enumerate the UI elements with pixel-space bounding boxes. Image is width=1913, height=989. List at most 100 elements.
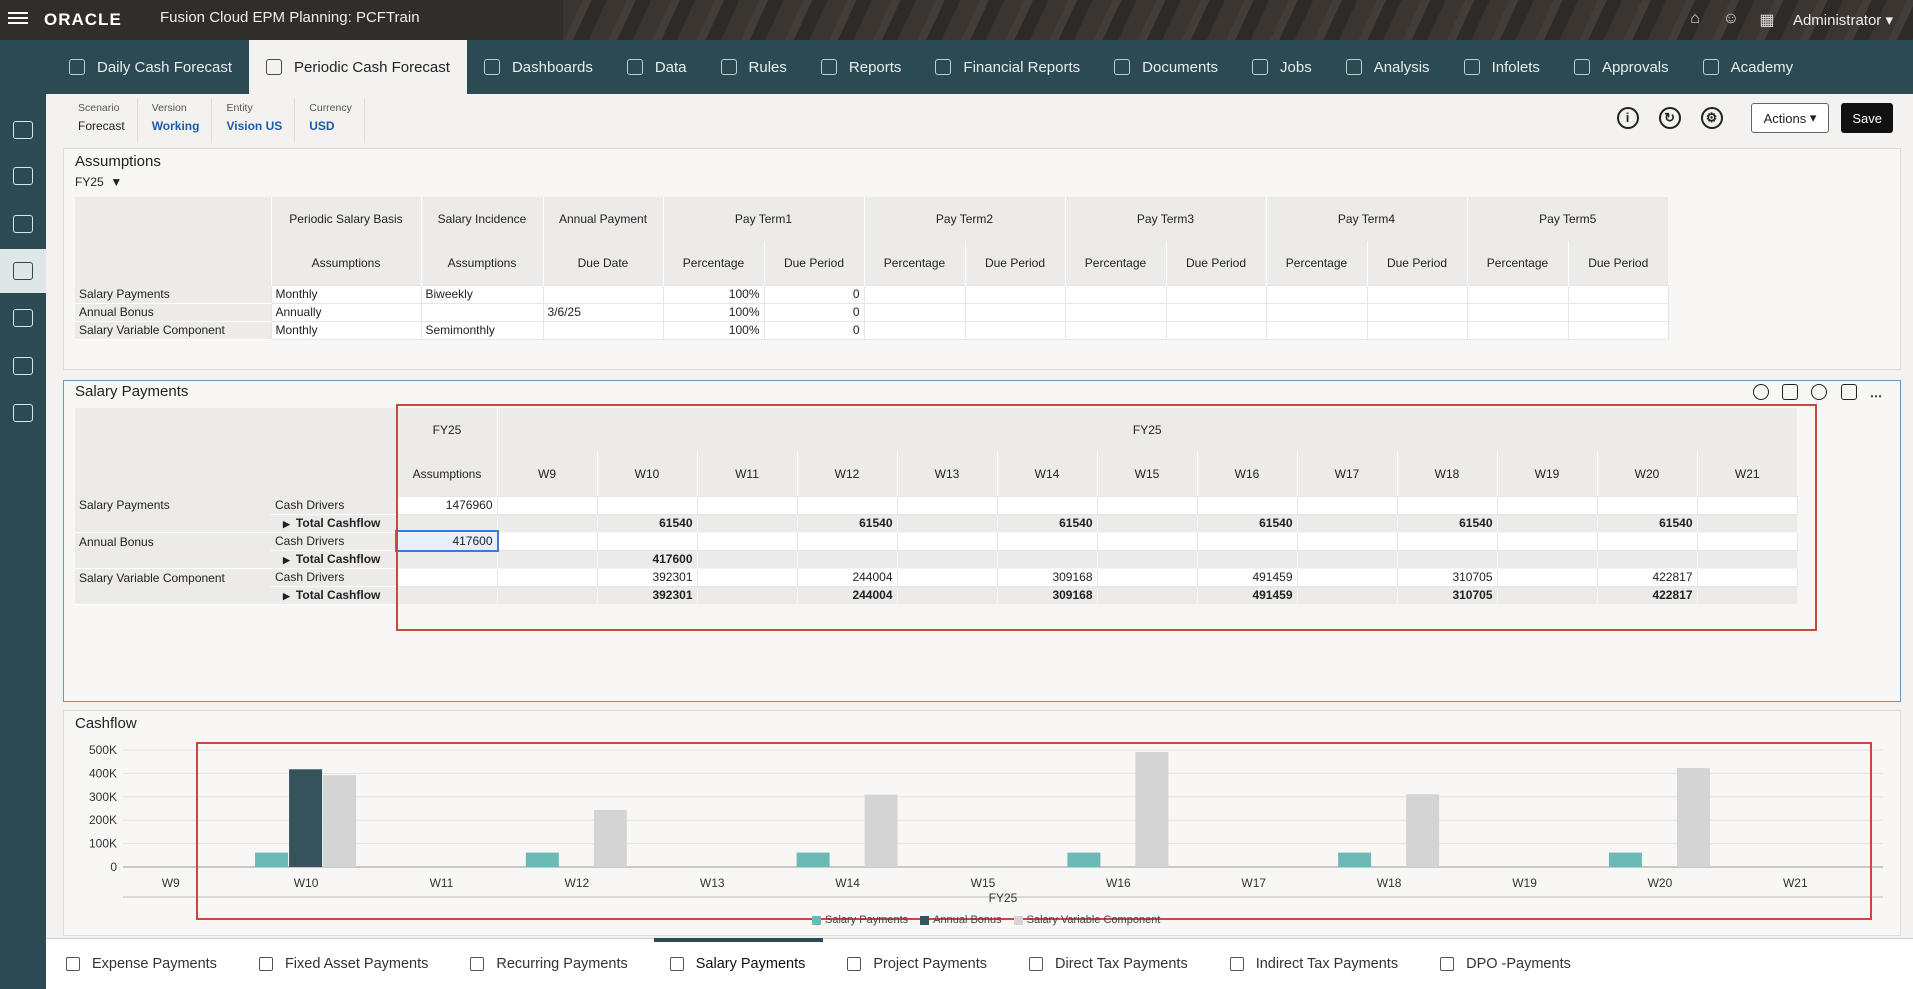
- grid-cell[interactable]: [1466, 302, 1569, 322]
- bar-salary-payments[interactable]: [1067, 852, 1101, 867]
- grid-cell[interactable]: [542, 284, 664, 304]
- bar-salary-payments[interactable]: [1338, 852, 1372, 867]
- bar-salary-variable-component[interactable]: [593, 809, 627, 867]
- accessibility-icon[interactable]: ☺: [1722, 10, 1740, 27]
- grid-cell[interactable]: [496, 495, 598, 515]
- total-cashflow-label[interactable]: ▶ Total Cashflow: [271, 550, 397, 569]
- grid-cell[interactable]: [863, 320, 966, 340]
- rail-grid-icon[interactable]: [0, 344, 46, 388]
- bar-salary-payments[interactable]: [1608, 852, 1642, 867]
- grid-cell[interactable]: [1496, 495, 1598, 515]
- grid-cell[interactable]: [1296, 567, 1398, 587]
- grid-cell[interactable]: 309168: [996, 567, 1098, 587]
- tab-dashboards[interactable]: Dashboards: [467, 40, 610, 94]
- grid-cell[interactable]: 310705: [1396, 567, 1498, 587]
- tab-documents[interactable]: Documents: [1097, 40, 1235, 94]
- grid-cell[interactable]: [1096, 531, 1198, 551]
- rail-chart-icon[interactable]: [0, 154, 46, 198]
- grid-cell[interactable]: 100%: [662, 302, 765, 322]
- bar-salary-payments[interactable]: [525, 852, 559, 867]
- bottom-tab-project-payments[interactable]: Project Payments: [827, 939, 1009, 989]
- grid-cell[interactable]: 0: [763, 320, 865, 340]
- grid-cell[interactable]: [542, 320, 664, 340]
- expand-icon[interactable]: ▶: [283, 519, 290, 529]
- legend-item[interactable]: Salary Variable Component: [1013, 914, 1160, 926]
- menu-icon[interactable]: [8, 9, 28, 27]
- bottom-tab-salary-payments[interactable]: Salary Payments: [650, 938, 828, 989]
- pov-currency[interactable]: Currency USD: [295, 98, 365, 143]
- tab-infolets[interactable]: Infolets: [1447, 40, 1557, 94]
- grid-cell[interactable]: [896, 495, 998, 515]
- bar-annual-bonus[interactable]: [289, 769, 323, 867]
- home-icon[interactable]: ⌂: [1690, 10, 1700, 27]
- settings-icon[interactable]: ⚙: [1700, 107, 1723, 129]
- grid-cell[interactable]: [1496, 531, 1598, 551]
- grid-cell[interactable]: [1496, 567, 1598, 587]
- grid-cell[interactable]: [1265, 284, 1368, 304]
- expand-icon[interactable]: ▶: [283, 555, 290, 565]
- pov-scenario[interactable]: Scenario Forecast: [64, 98, 138, 143]
- bottom-tab-expense-payments[interactable]: Expense Payments: [46, 939, 239, 989]
- grid-cell[interactable]: [863, 284, 966, 304]
- tab-daily-cash-forecast[interactable]: Daily Cash Forecast: [52, 40, 249, 94]
- grid-cell[interactable]: [964, 302, 1066, 322]
- total-cashflow-label[interactable]: ▶ Total Cashflow: [271, 514, 397, 533]
- info-icon[interactable]: i: [1616, 107, 1639, 129]
- grid-cell[interactable]: [964, 320, 1066, 340]
- bar-salary-variable-component[interactable]: [323, 775, 357, 867]
- grid-cell[interactable]: 0: [763, 302, 865, 322]
- pov-entity[interactable]: Entity Vision US: [212, 98, 296, 143]
- grid-cell[interactable]: [496, 531, 598, 551]
- grid-cell[interactable]: [1567, 302, 1669, 322]
- grid-cell[interactable]: 491459: [1196, 567, 1298, 587]
- panel-info-icon[interactable]: [1752, 384, 1769, 400]
- more-icon[interactable]: ⋯: [1870, 389, 1882, 403]
- grid-cell[interactable]: [1064, 320, 1167, 340]
- bottom-tab-fixed-asset-payments[interactable]: Fixed Asset Payments: [239, 939, 450, 989]
- grid-cell[interactable]: [1396, 531, 1498, 551]
- grid-cell[interactable]: [996, 531, 1098, 551]
- actions-button[interactable]: Actions ▾: [1750, 103, 1830, 133]
- grid-cell[interactable]: [896, 567, 998, 587]
- bottom-tab-recurring-payments[interactable]: Recurring Payments: [450, 939, 649, 989]
- grid-cell[interactable]: [996, 495, 1098, 515]
- grid-cell[interactable]: [1466, 320, 1569, 340]
- bar-salary-variable-component[interactable]: [1676, 768, 1710, 867]
- grid-cell[interactable]: [1696, 567, 1798, 587]
- bar-salary-variable-component[interactable]: [1135, 751, 1169, 867]
- grid-cell[interactable]: [1096, 567, 1198, 587]
- grid-cell[interactable]: [1296, 495, 1398, 515]
- grid-cell[interactable]: [1165, 302, 1267, 322]
- grid-cell[interactable]: [696, 567, 798, 587]
- grid-cell[interactable]: [1466, 284, 1569, 304]
- grid-cell[interactable]: [796, 531, 898, 551]
- total-cashflow-label[interactable]: ▶ Total Cashflow: [271, 586, 397, 605]
- user-menu[interactable]: Administrator ▾: [1792, 12, 1893, 29]
- tab-data[interactable]: Data: [610, 40, 704, 94]
- save-button[interactable]: Save: [1841, 103, 1893, 133]
- grid-cell[interactable]: [696, 531, 798, 551]
- grid-cell[interactable]: [1396, 495, 1498, 515]
- refresh-icon[interactable]: ↻: [1658, 107, 1681, 129]
- grid-cell[interactable]: Semimonthly: [420, 320, 544, 340]
- grid-cell[interactable]: Monthly: [270, 284, 422, 304]
- bar-salary-payments[interactable]: [796, 852, 830, 867]
- expand-icon[interactable]: ▶: [283, 591, 290, 601]
- grid-cell[interactable]: [1296, 531, 1398, 551]
- legend-item[interactable]: Annual Bonus: [920, 914, 1002, 926]
- tab-analysis[interactable]: Analysis: [1329, 40, 1447, 94]
- year-selector[interactable]: FY25 ▼: [75, 175, 122, 189]
- tab-periodic-cash-forecast[interactable]: Periodic Cash Forecast: [249, 40, 467, 94]
- panel-chart-icon[interactable]: [1840, 384, 1857, 400]
- tab-reports[interactable]: Reports: [804, 40, 919, 94]
- grid-cell[interactable]: [596, 495, 698, 515]
- grid-cell[interactable]: [1096, 495, 1198, 515]
- rail-cash-icon[interactable]: [0, 108, 46, 152]
- grid-cell[interactable]: [1265, 302, 1368, 322]
- grid-cell[interactable]: Annually: [270, 302, 422, 322]
- grid-cell[interactable]: [1567, 320, 1669, 340]
- tab-financial-reports[interactable]: Financial Reports: [918, 40, 1097, 94]
- bottom-tab-dpo-payments[interactable]: DPO -Payments: [1420, 939, 1593, 989]
- grid-cell[interactable]: [1596, 495, 1698, 515]
- bar-salary-variable-component[interactable]: [1406, 794, 1440, 867]
